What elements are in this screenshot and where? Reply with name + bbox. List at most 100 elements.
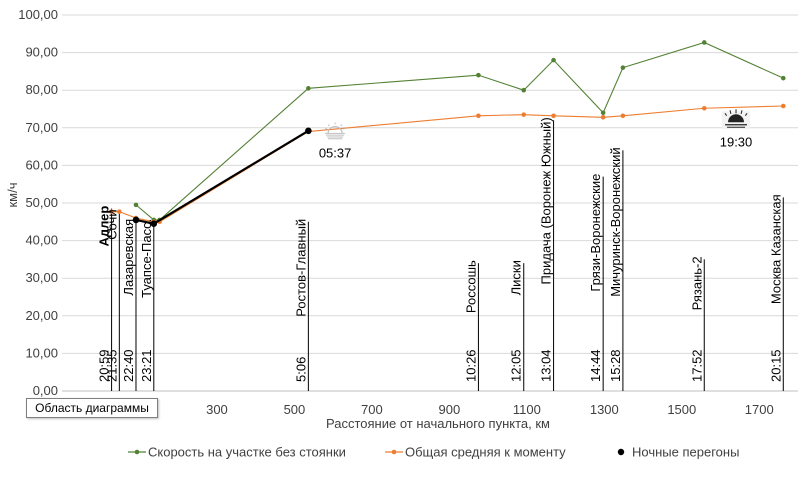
station-label: Придача (Воронеж Южный): [539, 117, 554, 284]
station-label: Москва Казанская: [768, 194, 783, 304]
sun-ray: [740, 110, 743, 115]
station-label: Грязи-Воронежские: [588, 174, 603, 292]
sunrise-icon: [324, 122, 346, 140]
x-tick-label: 1700: [745, 402, 774, 417]
station-labels: Адлер 20:59 Сочи 21:35 Лазаревская 22:40 Туапс…: [97, 117, 784, 382]
sun-ray: [342, 128, 346, 130]
x-tick-label: 900: [439, 402, 461, 417]
station-time-label: 14:44: [588, 349, 603, 382]
y-axis: 0,00 10,00 20,00 30,00 40,00 50,00 60,00 70,00 8…: [18, 7, 58, 398]
sun-ray: [340, 124, 343, 127]
y-tick-label: 40,00: [25, 233, 58, 248]
y-tick-label: 30,00: [25, 270, 58, 285]
sun-outline: [327, 125, 343, 134]
legend-label: Ночные перегоны: [632, 445, 739, 460]
y-tick-label: 70,00: [25, 120, 58, 135]
station-time-label: 23:21: [139, 349, 154, 382]
sun-half: [728, 114, 745, 123]
x-tick-label: 1100: [513, 402, 541, 417]
data-point: [476, 113, 481, 119]
x-axis-label: Расстояние от начального пункта, км: [326, 416, 550, 431]
y-tick-label: 100,00: [18, 7, 58, 22]
x-tick-label: 500: [284, 402, 306, 417]
station-time-label: 17:52: [689, 349, 704, 382]
sun-ray: [744, 112, 748, 116]
data-point: [600, 110, 606, 116]
data-point: [551, 57, 556, 63]
chart-area-tooltip: Область диаграммы: [26, 398, 158, 418]
sun-ray: [327, 124, 330, 127]
legend-item: Скорость на участке без стоянки: [128, 445, 346, 460]
data-point: [780, 75, 786, 81]
y-tick-label: 20,00: [25, 308, 58, 323]
x-tick-label: 300: [206, 402, 228, 417]
station-time-label: 5:06: [293, 357, 308, 382]
sun-ray: [729, 110, 732, 115]
data-point: [305, 127, 312, 135]
data-point: [306, 86, 311, 91]
data-point: [780, 103, 786, 109]
legend-marker: [134, 449, 140, 455]
sun-ray: [724, 112, 728, 116]
sunset-icon: [722, 109, 751, 130]
x-tick-label: 1500: [667, 402, 696, 417]
y-tick-label: 0,00: [33, 383, 58, 398]
station-label: Мичуринск-Воронежский: [608, 147, 623, 296]
series-line: [111, 105, 784, 223]
data-point: [620, 113, 626, 119]
station-label: Адлер: [97, 206, 112, 247]
legend: Скорость на участке без стоянки Общая сре…: [128, 445, 739, 460]
station-label: Туапсе-Пасс.: [139, 219, 154, 298]
series-layer: [109, 40, 786, 227]
station-time-label: 12:05: [509, 349, 524, 382]
station-time-label: 10:26: [463, 349, 478, 382]
station-label: Лиски: [509, 260, 524, 295]
annotation-time: 19:30: [720, 134, 753, 149]
legend-item: Общая средняя к моменту: [385, 445, 566, 460]
legend-marker: [617, 448, 625, 456]
legend-marker: [391, 449, 397, 455]
station-label: Сочи: [104, 209, 119, 239]
station-time-label: 20:59: [97, 349, 112, 382]
station-time-label: 13:04: [539, 349, 554, 382]
data-point: [701, 105, 707, 111]
data-point: [476, 72, 481, 78]
data-point: [620, 65, 626, 70]
series-line: [135, 129, 309, 225]
station-time-label: 21:35: [104, 349, 119, 382]
data-point: [133, 202, 139, 208]
x-tick-label: 1300: [590, 402, 619, 417]
data-point: [132, 216, 140, 224]
data-point: [551, 113, 556, 119]
y-tick-label: 10,00: [25, 345, 58, 360]
gridlines: [62, 14, 798, 392]
series-line: [135, 41, 784, 221]
data-point: [521, 112, 527, 117]
station-time-label: 22:40: [121, 349, 136, 382]
data-point: [600, 114, 606, 120]
x-tick-label: 700: [361, 402, 383, 417]
y-tick-label: 90,00: [25, 45, 58, 60]
data-point: [150, 220, 158, 227]
data-point: [109, 209, 114, 214]
annotations: 05:37 19:30: [319, 109, 753, 161]
legend-item: Ночные перегоны: [617, 445, 739, 460]
station-time-label: 15:28: [608, 349, 623, 382]
data-point: [521, 87, 527, 93]
annotation-time: 05:37: [319, 146, 352, 161]
legend-label: Общая средняя к моменту: [405, 445, 566, 460]
legend-label: Скорость на участке без стоянки: [148, 445, 346, 460]
y-axis-label: км/ч: [5, 182, 20, 207]
y-tick-label: 80,00: [25, 82, 58, 97]
station-label: Лазаревская: [121, 219, 136, 296]
station-time-label: 20:15: [768, 349, 783, 382]
station-label: Ростов-Главный: [293, 219, 308, 317]
y-tick-label: 60,00: [25, 157, 58, 172]
station-label: Россошь: [463, 260, 478, 313]
data-point: [117, 209, 122, 214]
y-tick-label: 50,00: [25, 195, 58, 210]
data-point: [701, 40, 707, 45]
station-label: Рязань-2: [689, 256, 704, 310]
